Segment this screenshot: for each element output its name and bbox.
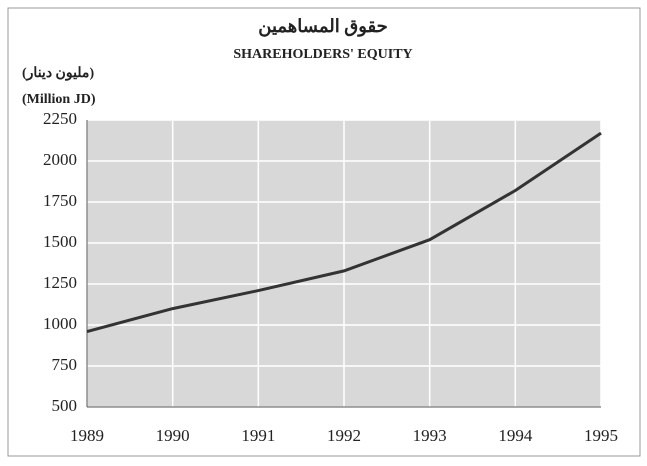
- y-tick-label: 1500: [43, 232, 77, 251]
- y-tick-label: 1750: [43, 191, 77, 210]
- x-tick-label: 1989: [70, 426, 104, 445]
- x-tick-label: 1994: [498, 426, 533, 445]
- y-tick-label: 1250: [43, 273, 77, 292]
- x-tick-label: 1993: [413, 426, 447, 445]
- line: [86, 131, 602, 334]
- chart-subtitle: SHAREHOLDERS' EQUITY: [233, 47, 412, 62]
- y-axis-label: (Million JD): [22, 92, 96, 107]
- x-tick-label: 1995: [584, 426, 618, 445]
- y-tick-label: 1000: [43, 314, 77, 333]
- x-tick-label: 1992: [327, 426, 361, 445]
- x-tick-label: 1990: [156, 426, 190, 445]
- y-tick-label: 500: [52, 396, 78, 415]
- y-axis-label: (مليون دينار): [22, 66, 94, 81]
- y-tick-label: 2250: [43, 109, 77, 128]
- x-tick-label: 1991: [241, 426, 275, 445]
- y-tick-label: 2000: [43, 150, 77, 169]
- y-tick-label: 750: [52, 355, 78, 374]
- chart-title: حقوق المساهمين: [258, 16, 387, 37]
